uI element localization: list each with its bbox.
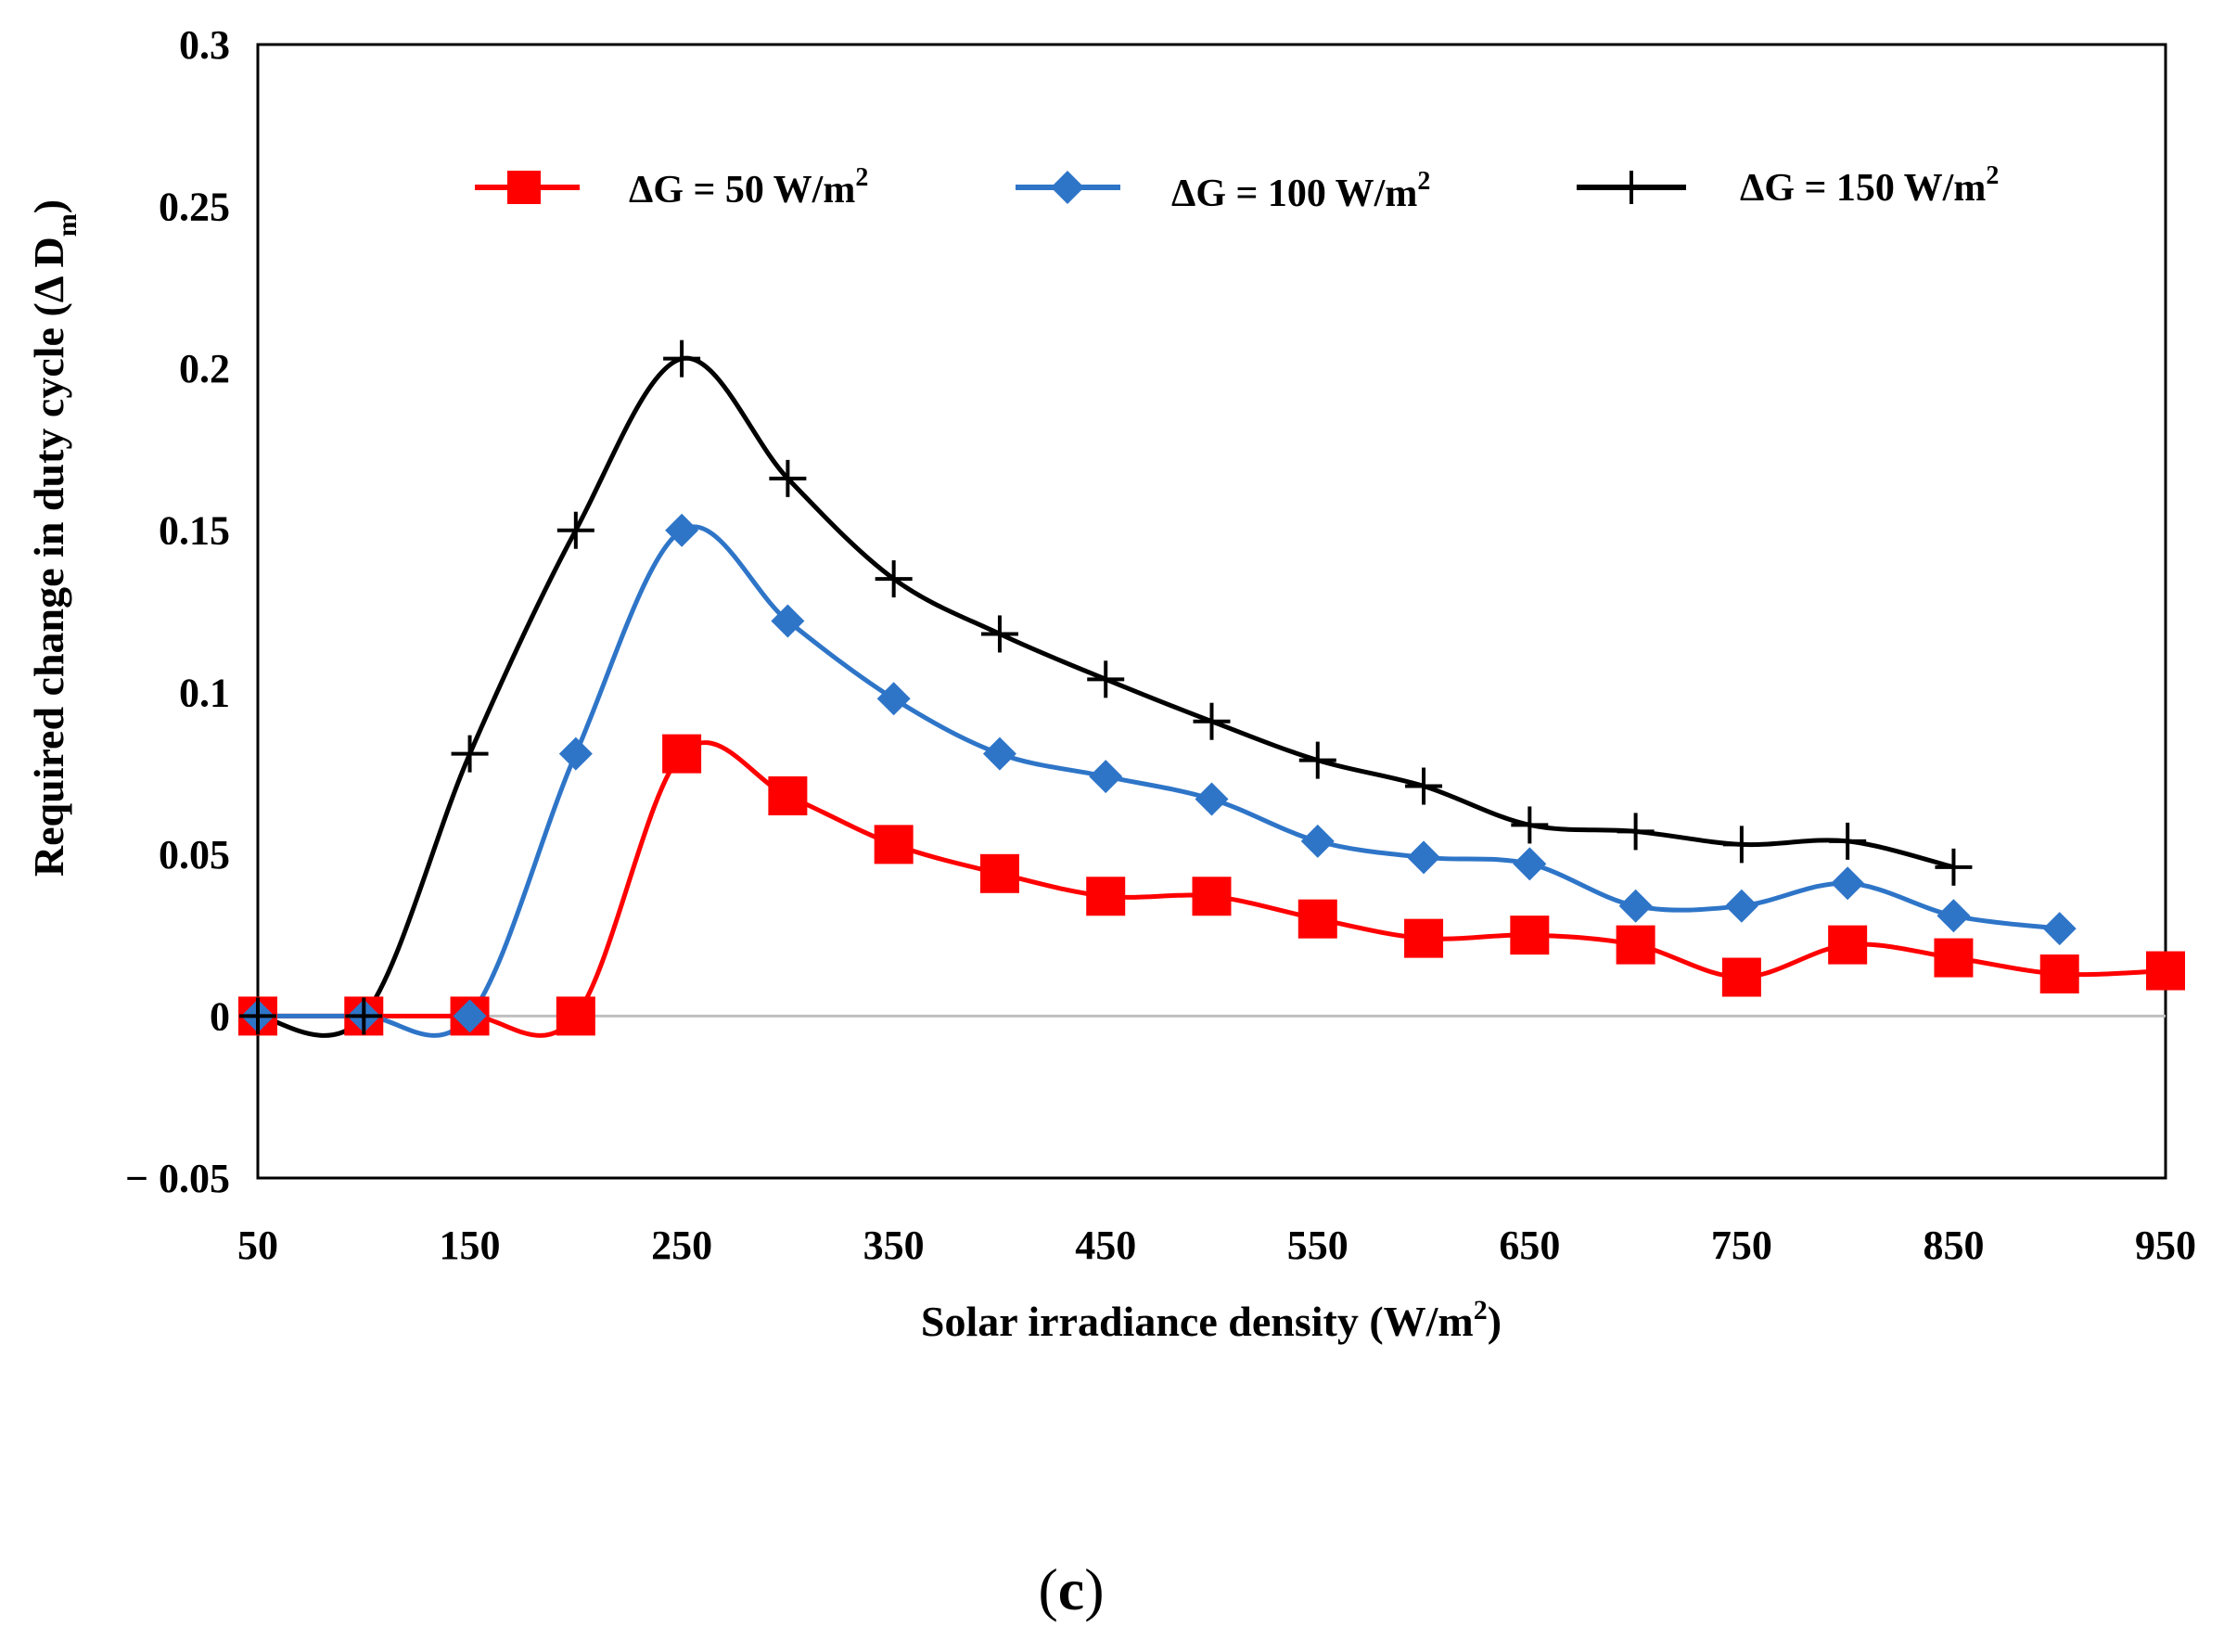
- data-point-dg150: [980, 615, 1018, 653]
- data-point-dg50: [874, 825, 914, 864]
- x-tick-label: 250: [651, 1223, 712, 1268]
- data-point-dg150: [1829, 822, 1867, 860]
- data-point-dg100: [1195, 782, 1229, 816]
- data-point-dg100: [1513, 847, 1547, 881]
- data-point-dg100: [876, 682, 911, 716]
- data-point-dg100: [1089, 760, 1123, 794]
- data-point-dg150: [1722, 826, 1760, 864]
- x-tick-label: 650: [1499, 1223, 1560, 1268]
- data-point-dg100: [982, 736, 1016, 771]
- data-point-dg100: [453, 999, 487, 1033]
- data-point-dg150: [769, 459, 807, 497]
- data-point-dg50: [1297, 899, 1337, 939]
- legend-marker-dg100: [1051, 171, 1084, 204]
- legend-label-dg100: ΔG = 100 W/m2: [1171, 167, 1430, 215]
- x-tick-label: 950: [2135, 1223, 2196, 1268]
- series-markers: [238, 339, 2185, 1036]
- data-point-dg100: [1407, 840, 1441, 875]
- data-point-dg100: [1618, 889, 1653, 923]
- legend-marker-dg50: [507, 171, 541, 204]
- data-point-dg150: [1298, 741, 1336, 779]
- y-tick-label: − 0.05: [125, 1156, 230, 1201]
- data-point-dg50: [1086, 877, 1126, 916]
- data-point-dg100: [1300, 824, 1335, 858]
- data-point-dg50: [2039, 954, 2079, 994]
- y-tick-label: 0: [210, 993, 230, 1039]
- data-point-dg100: [558, 736, 593, 771]
- figure-caption: (c): [1038, 1556, 1104, 1622]
- legend-entry-dg100: ΔG = 100 W/m2: [1016, 167, 1430, 215]
- y-tick-label: 0.05: [159, 832, 230, 877]
- legend-label-dg150: ΔG = 150 W/m2: [1740, 161, 1999, 210]
- x-tick-label: 150: [440, 1223, 501, 1268]
- data-point-dg50: [1934, 938, 1974, 978]
- data-point-dg150: [1617, 813, 1655, 851]
- series-line-dg100: [257, 524, 2061, 1038]
- data-point-dg150: [1193, 702, 1231, 740]
- legend-label-dg50: ΔG = 50 W/m2: [629, 163, 868, 211]
- data-point-dg50: [1721, 957, 1761, 997]
- x-axis-title: Solar irradiance density (W/m2): [921, 1295, 1502, 1345]
- y-axis-title: Required change in duty cycle (Δ Dm): [25, 199, 83, 877]
- data-point-dg150: [1935, 848, 1973, 886]
- data-point-dg100: [1831, 866, 1865, 901]
- data-point-dg100: [665, 513, 699, 547]
- x-tick-label: 850: [1923, 1223, 1984, 1268]
- x-tick-label: 50: [237, 1223, 278, 1268]
- data-point-dg150: [239, 997, 276, 1035]
- y-axis-tick-labels: − 0.05 0 0.05 0.1 0.15 0.2 0.25 0.3: [125, 22, 230, 1201]
- data-point-dg150: [1405, 767, 1443, 805]
- data-point-dg50: [2146, 951, 2185, 991]
- legend-entry-dg150: ΔG = 150 W/m2: [1577, 161, 1999, 210]
- x-tick-label: 450: [1075, 1223, 1136, 1268]
- data-point-dg150: [556, 511, 594, 549]
- data-point-dg50: [1404, 918, 1444, 958]
- x-tick-label: 550: [1287, 1223, 1348, 1268]
- y-tick-label: 0.1: [179, 670, 230, 715]
- data-point-dg150: [663, 339, 701, 378]
- y-tick-label: 0.3: [179, 22, 230, 68]
- x-tick-label: 350: [863, 1223, 925, 1268]
- data-point-dg50: [768, 776, 808, 816]
- data-point-dg50: [979, 853, 1019, 893]
- data-point-dg50: [1828, 925, 1868, 965]
- data-point-dg150: [451, 735, 489, 773]
- data-point-dg50: [556, 996, 595, 1036]
- x-axis-tick-labels: 50 150 250 350 450 550 650 750 850 950: [237, 1223, 2196, 1268]
- data-point-dg100: [2042, 912, 2077, 946]
- data-point-dg100: [1936, 899, 1971, 933]
- data-point-dg100: [1724, 889, 1758, 923]
- data-point-dg50: [662, 734, 702, 774]
- data-point-dg50: [1192, 877, 1232, 916]
- data-point-dg150: [1087, 660, 1125, 698]
- legend: ΔG = 50 W/m2 ΔG = 100 W/m2 ΔG = 150 W/m2: [475, 161, 1999, 215]
- data-point-dg50: [1616, 925, 1655, 965]
- y-tick-label: 0.25: [159, 185, 230, 230]
- series-lines: [257, 355, 2166, 1038]
- y-tick-label: 0.2: [179, 346, 230, 391]
- data-point-dg50: [1510, 916, 1550, 955]
- data-point-dg150: [345, 997, 383, 1035]
- legend-entry-dg50: ΔG = 50 W/m2: [475, 163, 868, 211]
- plot-area-frame: [256, 43, 2167, 1180]
- data-point-dg150: [1511, 806, 1549, 844]
- x-tick-label: 750: [1711, 1223, 1772, 1268]
- data-point-dg150: [875, 560, 913, 598]
- y-tick-label: 0.15: [159, 508, 230, 554]
- data-point-dg100: [771, 604, 805, 638]
